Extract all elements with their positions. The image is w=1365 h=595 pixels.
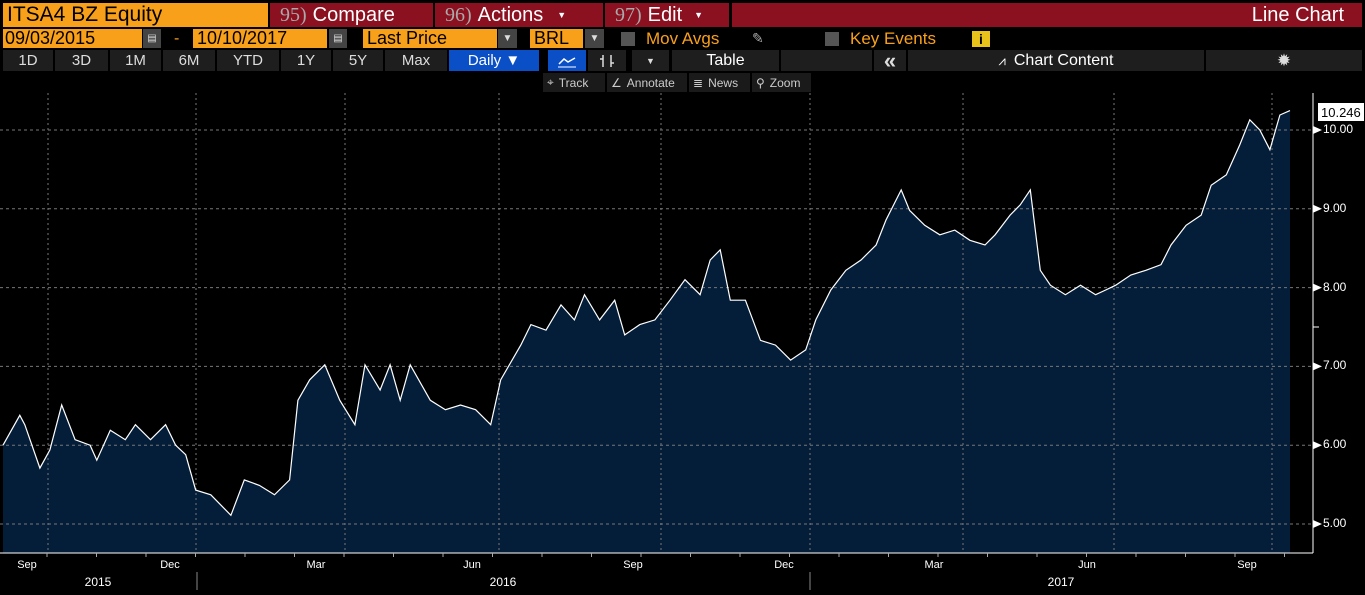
track-button[interactable]: ⌖ Track: [543, 73, 605, 92]
gear-icon[interactable]: ✹: [1206, 50, 1362, 71]
ticker-text: ITSA4 BZ Equity: [7, 3, 163, 26]
blank-button: [781, 50, 872, 71]
y-tick-label: 10.00: [1323, 122, 1354, 136]
range-5y[interactable]: 5Y: [333, 50, 383, 71]
x-month-label: Sep: [1237, 559, 1257, 571]
x-month-label: Mar: [924, 559, 944, 571]
collapse-button[interactable]: «: [874, 48, 906, 73]
y-tick-arrow: [1313, 204, 1322, 213]
price-area: [3, 110, 1290, 553]
x-year-label: 2015: [84, 575, 112, 589]
pencil-icon[interactable]: ✎: [752, 30, 764, 46]
periodicity-select[interactable]: Daily ▼: [449, 50, 539, 71]
key-events-label[interactable]: Key Events: [850, 28, 936, 48]
y-tick-label: 9.00: [1323, 200, 1347, 215]
actions-button[interactable]: 96) Actions ▼: [435, 3, 603, 27]
actions-label: Actions: [477, 3, 544, 26]
y-tick-arrow: [1313, 362, 1322, 371]
x-year-label: 2017: [1047, 575, 1075, 589]
end-date-text: 10/10/2017: [197, 28, 288, 48]
compare-number: 95): [280, 3, 307, 26]
x-month-label: Sep: [17, 559, 37, 571]
x-month-label: Jun: [1078, 559, 1096, 571]
mov-avgs-checkbox[interactable]: [621, 32, 635, 46]
crosshair-icon: ⌖: [547, 75, 554, 89]
x-year-label: 2016: [489, 575, 517, 589]
x-month-label: Jun: [463, 559, 481, 571]
edit-label: Edit: [647, 3, 683, 26]
chevron-down-icon[interactable]: ▼: [498, 29, 517, 48]
range-max[interactable]: Max: [385, 50, 447, 71]
y-tick-arrow: [1313, 520, 1322, 528]
y-tick-arrow: [1313, 126, 1322, 134]
annotate-label: Annotate: [626, 75, 675, 90]
annotate-icon: ∠: [611, 75, 622, 90]
x-month-label: Sep: [623, 559, 643, 571]
calendar-icon[interactable]: ▤: [329, 29, 347, 48]
last-price-value: 10.246: [1321, 104, 1361, 120]
compare-button[interactable]: 95) Compare: [270, 3, 433, 27]
mov-avgs-label[interactable]: Mov Avgs: [646, 28, 720, 48]
chevron-down-icon: ▼: [694, 10, 704, 20]
chart-content-icon: ⩘: [998, 52, 1006, 68]
news-label: News: [708, 75, 739, 90]
date-separator: -: [174, 29, 180, 47]
range-1d[interactable]: 1D: [3, 50, 53, 71]
actions-number: 96): [445, 3, 472, 26]
table-button[interactable]: Table: [672, 50, 779, 71]
edit-number: 97): [615, 3, 642, 26]
edit-button[interactable]: 97) Edit ▼: [605, 3, 729, 27]
last-price-tag: 10.246: [1318, 103, 1364, 121]
y-tick-arrow: [1313, 441, 1322, 450]
track-label: Track: [558, 75, 589, 90]
chevron-down-icon[interactable]: ▼: [585, 29, 604, 48]
line-chart-icon[interactable]: [548, 50, 586, 71]
magnifier-icon: ⚲: [756, 75, 765, 90]
news-button[interactable]: ≣ News: [689, 73, 750, 92]
chart-content-button[interactable]: ⩘ Chart Content: [908, 50, 1204, 71]
calendar-icon[interactable]: ▤: [143, 29, 161, 48]
chart-content-label: Chart Content: [1013, 51, 1114, 69]
range-3d[interactable]: 3D: [55, 50, 108, 71]
range-6m[interactable]: 6M: [163, 50, 215, 71]
security-ticker-field[interactable]: ITSA4 BZ Equity: [3, 3, 268, 27]
zoom-label: Zoom: [769, 75, 801, 90]
end-date-field[interactable]: 10/10/2017: [193, 28, 327, 48]
chart-title: Line Chart: [1251, 3, 1344, 26]
bar-chart-icon[interactable]: [588, 50, 626, 71]
y-tick-arrow: [1313, 283, 1322, 292]
annotate-button[interactable]: ∠ Annotate: [607, 73, 687, 92]
x-month-label: Mar: [306, 559, 326, 571]
start-date-field[interactable]: 09/03/2015: [3, 28, 142, 48]
chevron-down-icon: ▼: [557, 10, 567, 20]
chart-type-title: Line Chart: [732, 3, 1362, 27]
zoom-button[interactable]: ⚲ Zoom: [752, 73, 811, 92]
price-line: [2, 110, 1291, 517]
x-month-label: Dec: [160, 559, 180, 571]
currency-select[interactable]: BRL: [530, 28, 583, 48]
y-tick-label: 7.00: [1323, 358, 1347, 373]
y-tick-label: 6.00: [1323, 437, 1347, 452]
compare-label: Compare: [312, 3, 395, 26]
currency-text: BRL: [534, 28, 570, 48]
x-month-label: Dec: [774, 559, 794, 571]
range-1m[interactable]: 1M: [110, 50, 161, 71]
news-icon: ≣: [693, 75, 704, 90]
field-text: Last Price: [367, 28, 448, 48]
y-tick-label: 5.00: [1323, 516, 1347, 530]
field-select[interactable]: Last Price: [363, 28, 497, 48]
key-events-checkbox[interactable]: [825, 32, 839, 46]
chevron-down-icon[interactable]: ▼: [632, 50, 669, 71]
range-ytd[interactable]: YTD: [217, 50, 279, 71]
y-tick-label: 8.00: [1323, 279, 1347, 294]
start-date-text: 09/03/2015: [5, 28, 96, 48]
range-1y[interactable]: 1Y: [281, 50, 331, 71]
info-icon[interactable]: i: [972, 31, 990, 47]
